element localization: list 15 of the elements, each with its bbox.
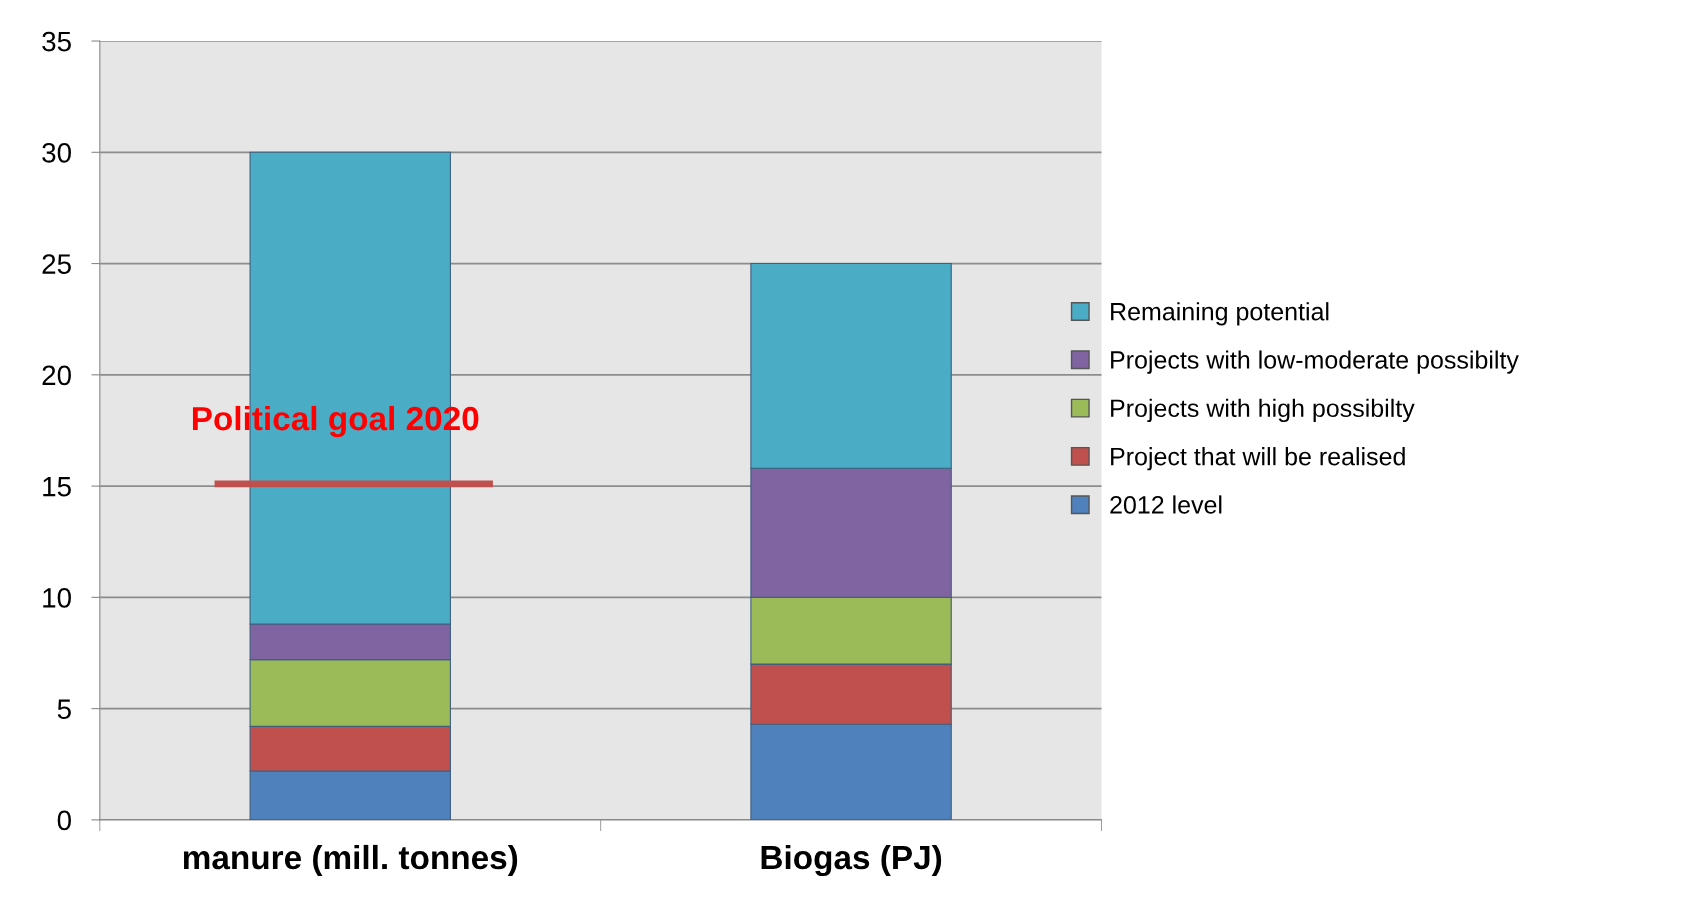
legend-label: Projects with low-moderate possibilty bbox=[1111, 350, 1519, 374]
legend-label: Project that will be realised bbox=[1111, 447, 1405, 471]
legend-label: 2012 level bbox=[1110, 495, 1222, 514]
x-tick-label: manure (mill. tonnes) bbox=[183, 844, 518, 876]
y-tick-label: 10 bbox=[43, 588, 71, 608]
y-tick-label: 25 bbox=[42, 254, 71, 274]
y-tick-label: 20 bbox=[42, 365, 71, 386]
y-tick-label: 5 bbox=[57, 699, 71, 719]
y-tick-label: 30 bbox=[42, 142, 71, 163]
legend-label: Remaining potential bbox=[1111, 302, 1329, 326]
y-tick-label: 0 bbox=[57, 810, 71, 831]
y-tick-label: 15 bbox=[43, 477, 71, 497]
legend-label: Projects with high possibilty bbox=[1111, 398, 1415, 423]
y-tick-label: 35 bbox=[42, 31, 71, 52]
x-tick-label: Biogas (PJ) bbox=[761, 844, 942, 877]
